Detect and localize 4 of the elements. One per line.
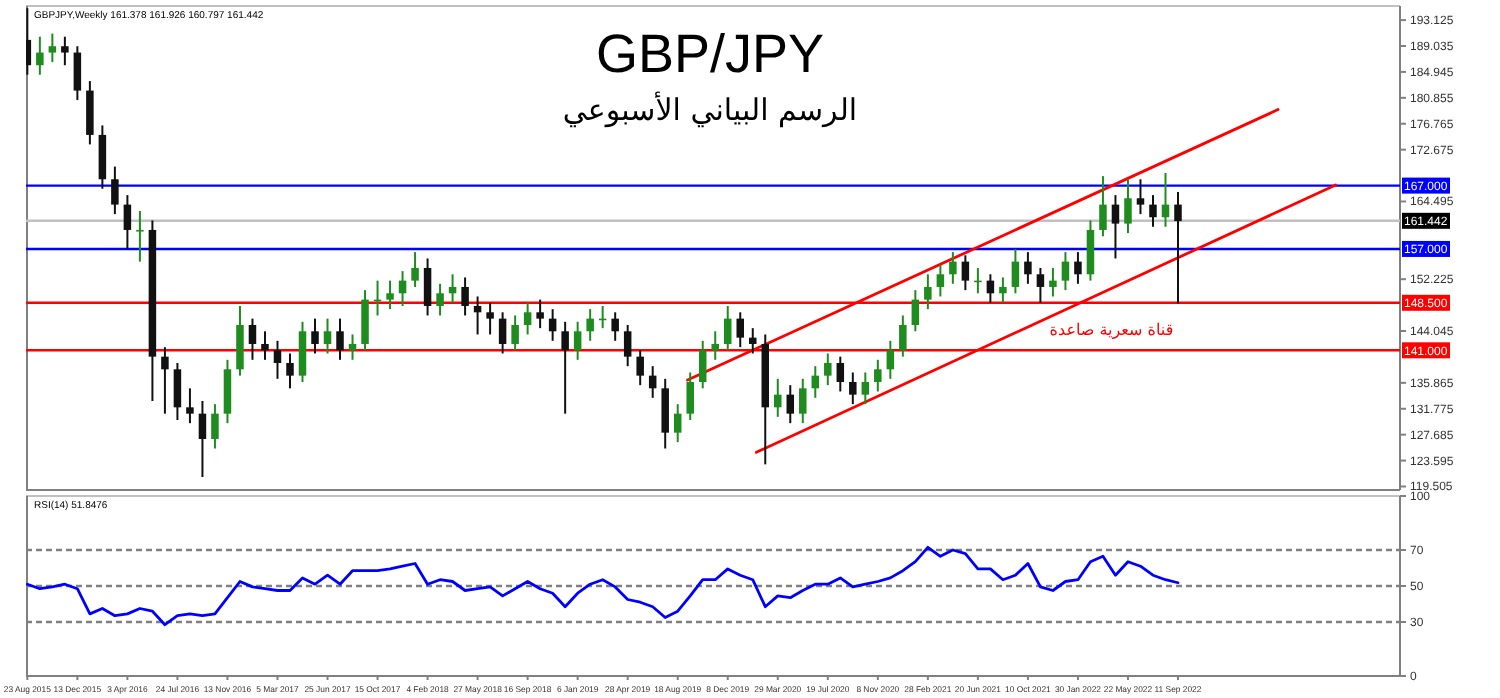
chart-title: GBP/JPY <box>595 24 825 84</box>
annotation: قناة سعرية صاعدة <box>1049 321 1174 340</box>
text: الرسم البياني الأسبوعي <box>562 90 858 128</box>
line-series <box>26 545 1180 627</box>
